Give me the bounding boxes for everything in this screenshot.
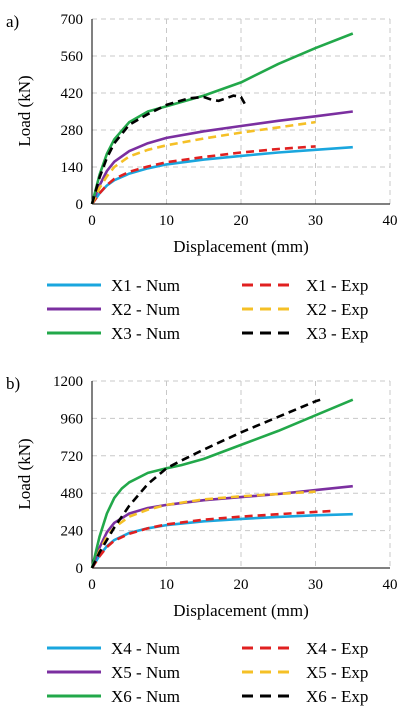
legend-label: X3 - Num bbox=[111, 324, 180, 343]
x-tick-label: 20 bbox=[234, 213, 249, 229]
series-line bbox=[90, 145, 353, 205]
x-tick-label: 20 bbox=[234, 577, 249, 593]
y-tick-label: 1200 bbox=[53, 374, 83, 390]
legend-label: X5 - Exp bbox=[306, 663, 368, 682]
series-line bbox=[90, 490, 316, 569]
y-tick-label: 140 bbox=[61, 160, 84, 176]
legend-label: X4 - Num bbox=[111, 639, 180, 658]
y-tick-label: 0 bbox=[76, 197, 84, 213]
series-line bbox=[90, 509, 331, 569]
x-tick-label: 30 bbox=[308, 577, 323, 593]
series-line bbox=[90, 512, 353, 569]
legend-label: X2 - Num bbox=[111, 300, 180, 319]
series-line bbox=[90, 397, 324, 569]
panel-label: b) bbox=[6, 374, 20, 393]
x-axis-label: Displacement (mm) bbox=[173, 237, 309, 256]
legend-label: X6 - Exp bbox=[306, 687, 368, 706]
x-tick-label: 30 bbox=[308, 213, 323, 229]
legend-label: X4 - Exp bbox=[306, 639, 368, 658]
series-line bbox=[90, 398, 354, 569]
legend-label: X5 - Num bbox=[111, 663, 180, 682]
x-tick-label: 40 bbox=[383, 577, 398, 593]
x-tick-label: 10 bbox=[159, 577, 174, 593]
legend-label: X1 - Exp bbox=[306, 276, 368, 295]
x-tick-label: 0 bbox=[88, 577, 96, 593]
y-tick-label: 240 bbox=[61, 524, 84, 540]
x-axis-label: Displacement (mm) bbox=[173, 601, 309, 620]
series-line bbox=[90, 145, 316, 205]
x-tick-label: 10 bbox=[159, 213, 174, 229]
x-tick-label: 40 bbox=[383, 213, 398, 229]
series-line bbox=[90, 94, 246, 205]
y-tick-label: 0 bbox=[76, 561, 84, 577]
series-line bbox=[90, 110, 353, 205]
x-tick-label: 0 bbox=[88, 213, 96, 229]
y-axis-label: Load (kN) bbox=[15, 75, 34, 146]
y-tick-label: 700 bbox=[61, 12, 84, 28]
legend-label: X2 - Exp bbox=[306, 300, 368, 319]
y-tick-label: 720 bbox=[61, 449, 84, 465]
y-tick-label: 280 bbox=[61, 123, 84, 139]
legend-label: X3 - Exp bbox=[306, 324, 368, 343]
y-tick-label: 560 bbox=[61, 49, 84, 65]
panel-label: a) bbox=[6, 12, 19, 31]
series-line bbox=[90, 120, 316, 205]
series-line bbox=[90, 32, 354, 205]
y-tick-label: 960 bbox=[61, 411, 84, 427]
legend-label: X6 - Num bbox=[111, 687, 180, 706]
legend-label: X1 - Num bbox=[111, 276, 180, 295]
y-tick-label: 420 bbox=[61, 86, 84, 102]
y-tick-label: 480 bbox=[61, 486, 84, 502]
y-axis-label: Load (kN) bbox=[15, 438, 34, 509]
